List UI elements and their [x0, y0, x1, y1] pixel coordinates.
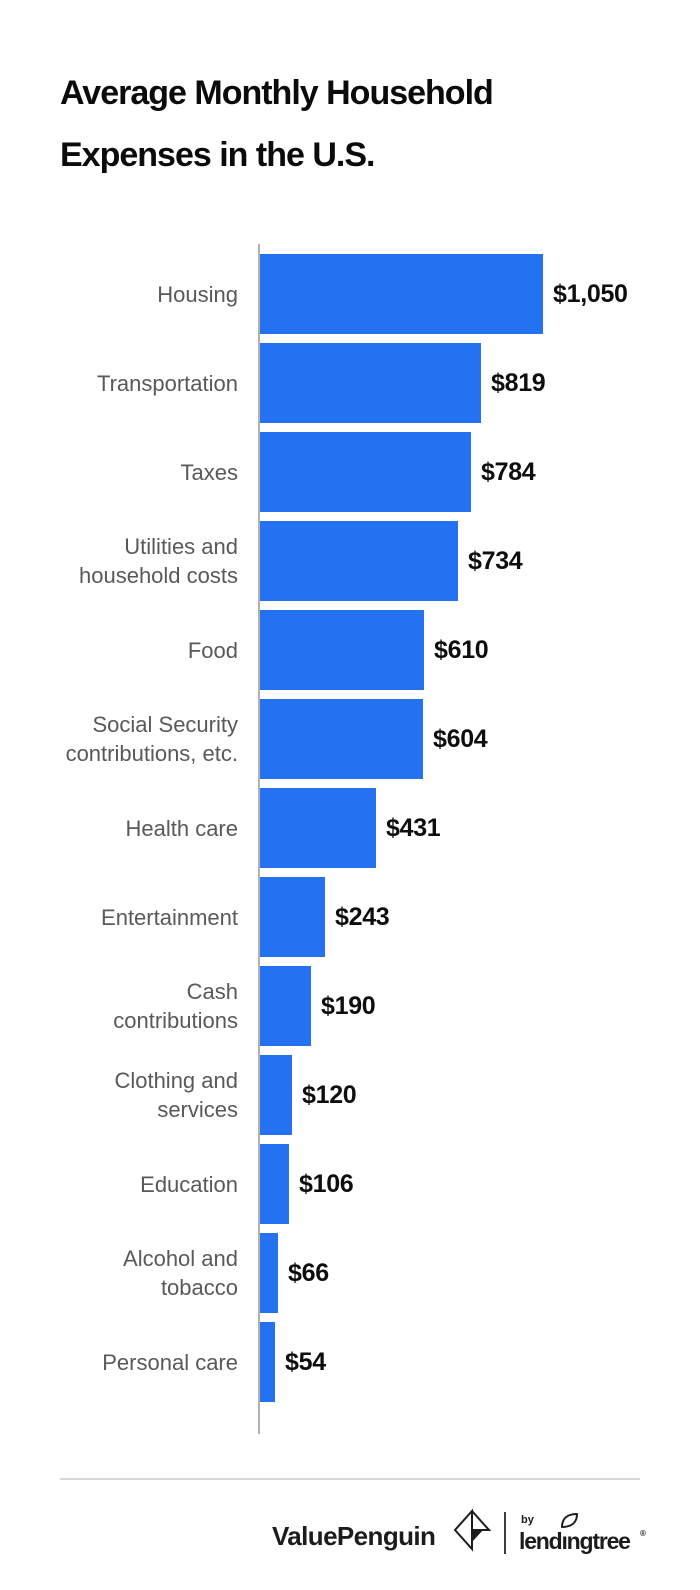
- value-label: $106: [299, 1170, 354, 1198]
- bar-row: Entertainment $243: [0, 877, 700, 957]
- value-label: $734: [468, 547, 523, 575]
- by-label: by: [521, 1514, 534, 1526]
- value-label: $190: [321, 992, 376, 1020]
- registered-trademark: ®: [640, 1529, 646, 1538]
- bar-row: Transportation $819: [0, 343, 700, 423]
- bar: [260, 966, 311, 1046]
- category-label: Taxes: [180, 459, 238, 485]
- bar: [260, 877, 325, 957]
- logo-separator-line: [504, 1512, 506, 1554]
- bar: [260, 1055, 292, 1135]
- category-label: Cash contributions: [113, 979, 238, 1033]
- valuepenguin-origami-penguin-icon: [453, 1509, 492, 1552]
- bar: [260, 343, 481, 423]
- value-label: $243: [335, 903, 390, 931]
- category-label: Utilities and household costs: [79, 534, 238, 588]
- value-label: $610: [434, 636, 489, 664]
- footer-divider: [60, 1478, 640, 1480]
- chart-title-line2: Expenses in the U.S.: [60, 136, 375, 174]
- category-label: Food: [187, 637, 238, 663]
- bar-row: Alcohol and tobacco $66: [0, 1233, 700, 1313]
- bar-row: Clothing and services $120: [0, 1055, 700, 1135]
- category-label: Health care: [125, 815, 238, 841]
- category-label: Housing: [157, 281, 238, 307]
- bar: [260, 521, 458, 601]
- bar: [260, 1322, 275, 1402]
- category-label: Transportation: [96, 370, 238, 396]
- chart-title: Average Monthly Household Expenses in th…: [60, 62, 494, 186]
- valuepenguin-wordmark: ValuePenguin: [272, 1521, 436, 1551]
- bar: [260, 432, 471, 512]
- category-label: Personal care: [102, 1349, 238, 1375]
- category-label: Alcohol and tobacco: [123, 1246, 238, 1300]
- category-label: Clothing and services: [114, 1068, 238, 1122]
- bar-row: Housing $1,050: [0, 254, 700, 334]
- y-axis-baseline: [258, 244, 260, 1434]
- bar-row: Personal care $54: [0, 1322, 700, 1402]
- lendingtree-wordmark: lendıngtree: [519, 1528, 631, 1554]
- bar-row: Utilities and household costs $734: [0, 521, 700, 601]
- value-label: $1,050: [553, 280, 628, 308]
- value-label: $66: [288, 1259, 329, 1287]
- chart-title-line1: Average Monthly Household: [60, 74, 494, 112]
- bar-chart: Housing $1,050 Transportation $819 Taxes $784…: [0, 254, 700, 1414]
- leaf-icon: [561, 1513, 578, 1528]
- bar-row: Health care $431: [0, 788, 700, 868]
- bar: [260, 610, 424, 690]
- bar: [260, 1233, 278, 1313]
- value-label: $431: [386, 814, 441, 842]
- bar: [260, 699, 423, 779]
- category-label: Education: [140, 1171, 238, 1197]
- value-label: $604: [433, 725, 488, 753]
- bar: [260, 788, 376, 868]
- bar-row: Food $610: [0, 610, 700, 690]
- bar-row: Social Security contributions, etc. $604: [0, 699, 700, 779]
- bar-row: Education $106: [0, 1144, 700, 1224]
- category-label: Social Security contributions, etc.: [65, 712, 238, 766]
- bar-row: Cash contributions $190: [0, 966, 700, 1046]
- category-label: Entertainment: [101, 904, 238, 930]
- bar-row: Taxes $784: [0, 432, 700, 512]
- value-label: $819: [491, 369, 546, 397]
- bar: [260, 1144, 289, 1224]
- value-label: $784: [481, 458, 536, 486]
- value-label: $120: [302, 1081, 357, 1109]
- bar: [260, 254, 543, 334]
- value-label: $54: [285, 1348, 326, 1376]
